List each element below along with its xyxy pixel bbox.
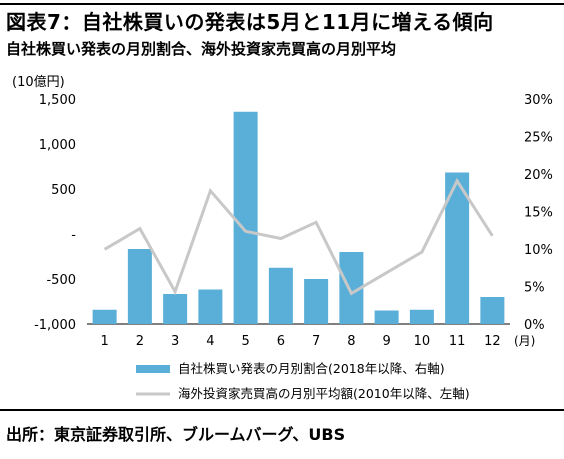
x-tick-label: 12 [484, 334, 501, 349]
bar [374, 310, 399, 324]
right-tick-label: 10% [524, 243, 553, 258]
legend: 自社株買い発表の月別割合(2018年以降、右軸) 海外投資家売買高の月別平均額(2… [136, 361, 470, 401]
axis-labels-group: (10億円)1,5001,000500--500-1,00030%25%20%1… [12, 74, 553, 349]
x-tick-label: 4 [206, 334, 214, 349]
bar [409, 309, 434, 324]
right-tick-label: 0% [524, 318, 545, 333]
left-tick-label: 1,500 [39, 93, 76, 108]
top-rule [0, 3, 564, 5]
left-tick-label: 1,000 [39, 138, 76, 153]
bar [233, 111, 258, 324]
right-tick-label: 15% [524, 206, 553, 221]
bar-series-group [92, 111, 505, 324]
legend-swatch-bar [136, 365, 170, 373]
left-tick-label: - [71, 228, 76, 243]
left-axis-unit: (10億円) [12, 74, 65, 90]
bar [163, 294, 188, 324]
x-tick-label: 11 [449, 334, 466, 349]
line-series-group [103, 177, 494, 296]
left-tick-label: -500 [46, 273, 76, 288]
source-note: 出所：東京証券取引所、ブルームバーグ、UBS [6, 425, 346, 444]
x-tick-label: 3 [171, 334, 179, 349]
right-tick-label: 20% [524, 168, 553, 183]
bar [304, 279, 329, 324]
x-tick-label: 6 [277, 334, 285, 349]
bar [92, 309, 117, 324]
bar [198, 289, 223, 324]
bar [480, 297, 505, 324]
chart-title: 図表7：自社株買いの発表は5月と11月に増える傾向 [6, 10, 494, 34]
right-tick-label: 30% [524, 93, 553, 108]
legend-label-bar: 自社株買い発表の月別割合(2018年以降、右軸) [178, 361, 445, 376]
x-tick-label: 10 [414, 334, 431, 349]
x-tick-label: 8 [347, 334, 355, 349]
x-tick-label: 5 [241, 334, 249, 349]
bar [268, 267, 293, 324]
x-tick-label: 7 [312, 334, 320, 349]
chart-subtitle: 自社株買い発表の月別割合、海外投資家売買高の月別平均 [6, 40, 397, 58]
right-tick-label: 5% [524, 281, 545, 296]
left-tick-label: -1,000 [34, 318, 76, 333]
x-tick-label: 9 [382, 334, 390, 349]
x-tick-label: 2 [136, 334, 144, 349]
bottom-rule [0, 409, 564, 411]
legend-label-line: 海外投資家売買高の月別平均額(2010年以降、左軸) [178, 386, 470, 401]
x-tick-label: 1 [100, 334, 108, 349]
left-tick-label: 500 [51, 183, 76, 198]
line-series [103, 177, 494, 296]
bar [127, 249, 152, 324]
right-tick-label: 25% [524, 131, 553, 146]
x-axis-unit: (月) [514, 334, 535, 348]
